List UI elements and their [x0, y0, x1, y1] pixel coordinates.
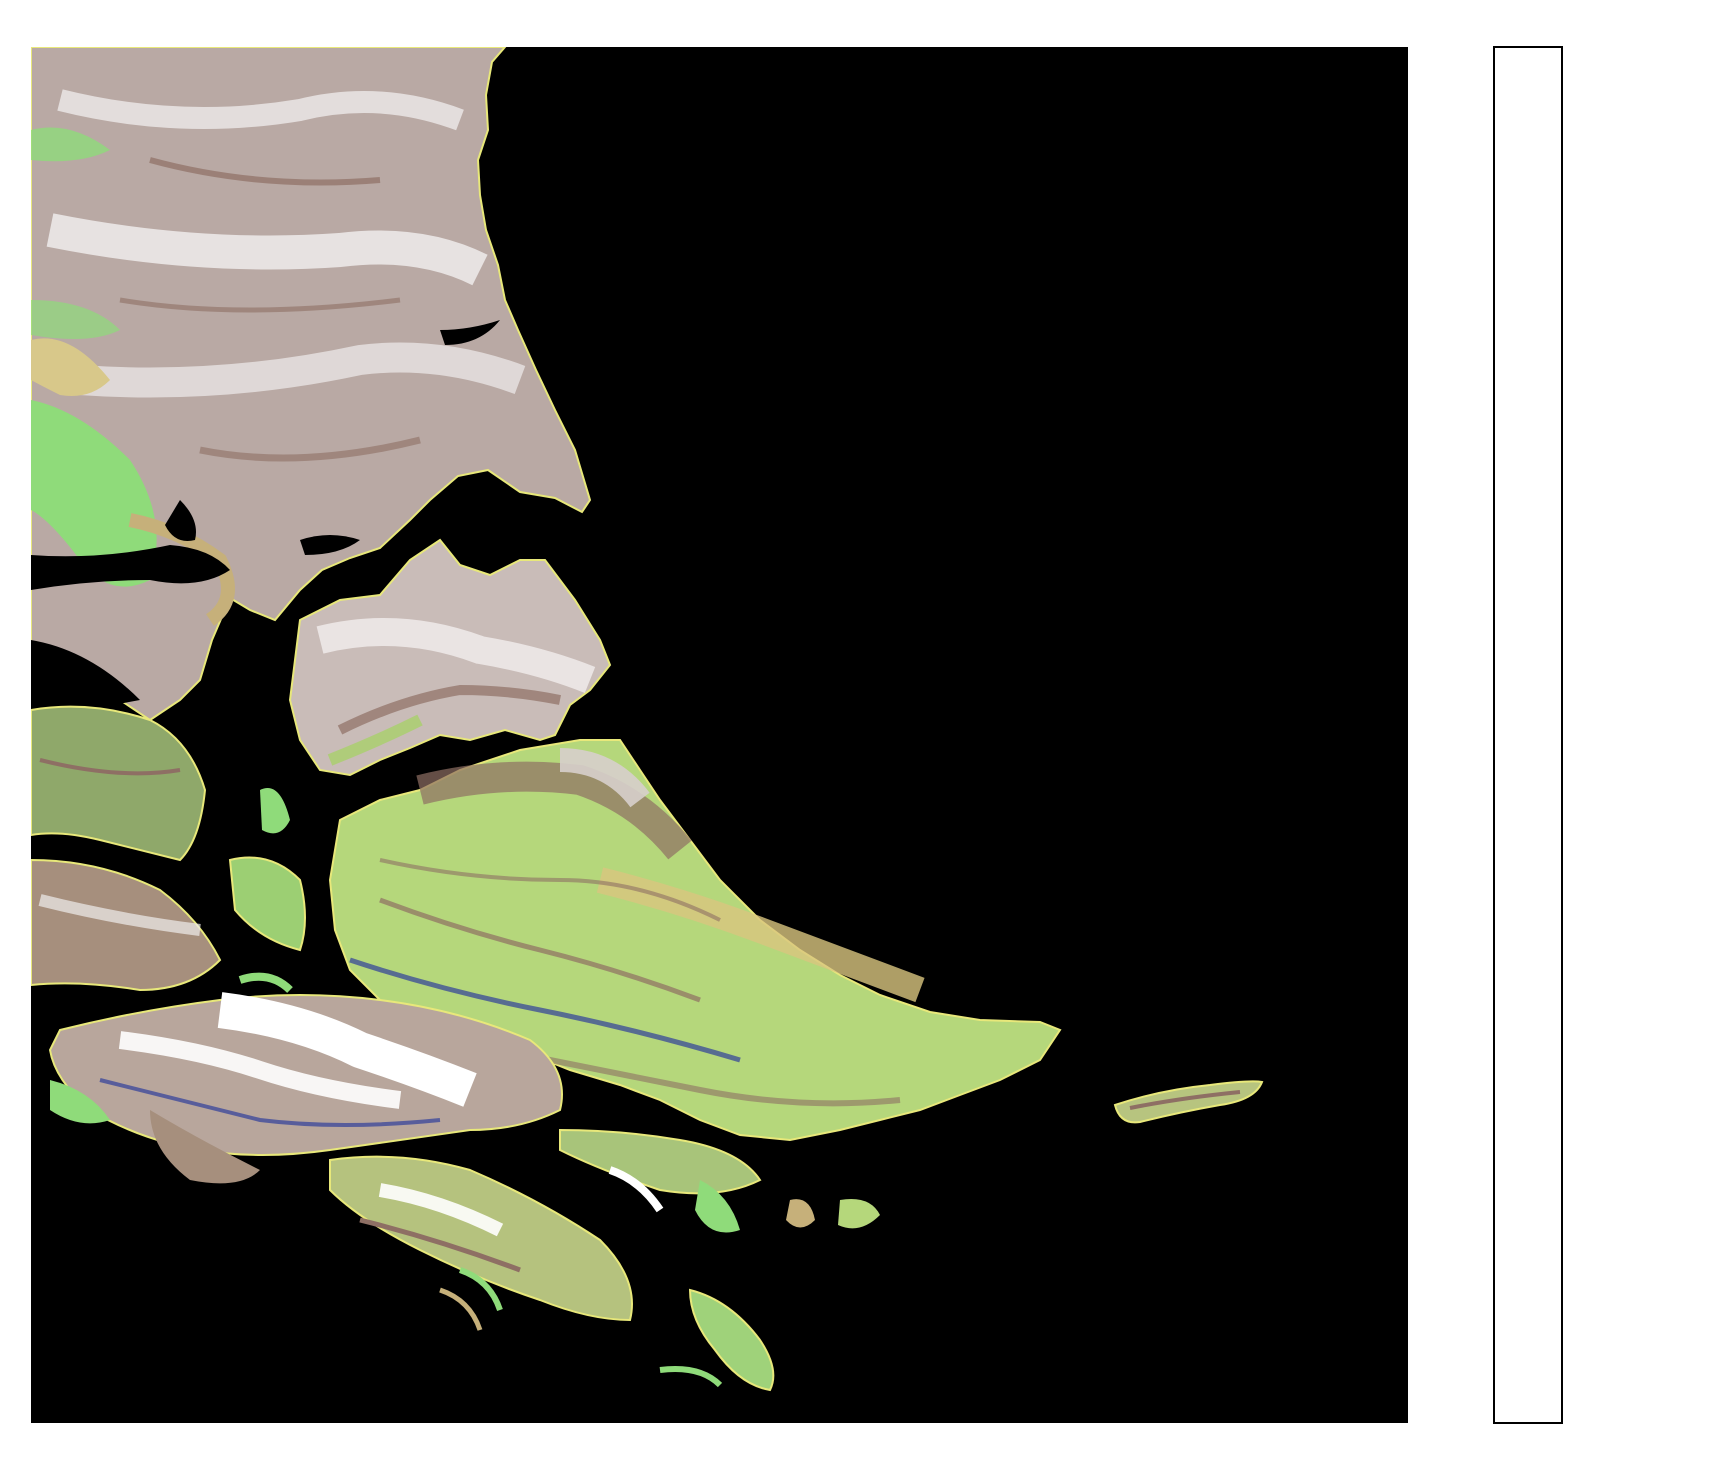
map-panel [31, 47, 1408, 1423]
land-region-peninsula-middle [288, 538, 612, 777]
land-region-southern-archipelago [48, 992, 880, 1392]
land-region-western-fjord-islands [31, 705, 306, 993]
colorbar [1493, 46, 1563, 1424]
inlets-north [31, 320, 500, 720]
colorbar-gradient [1494, 47, 1562, 1423]
land-region-eastern-islet [1113, 1080, 1264, 1124]
colorbar-frame [1493, 46, 1563, 1424]
